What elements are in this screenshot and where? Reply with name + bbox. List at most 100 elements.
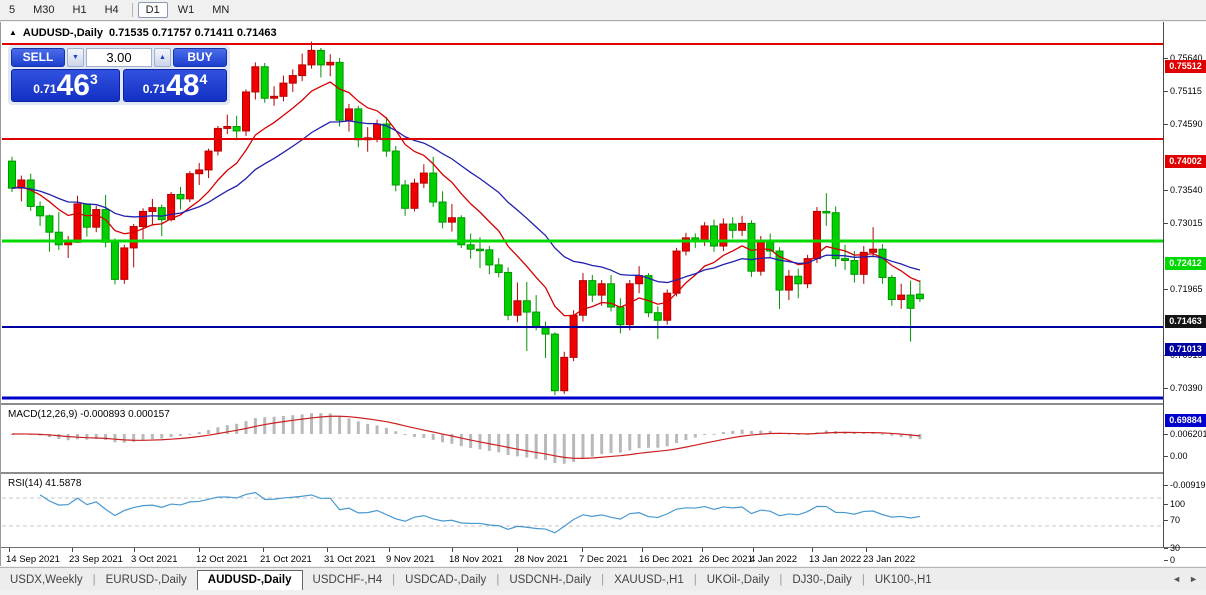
- date-tick-mark: [199, 548, 200, 552]
- timeframe-button-h4[interactable]: H4: [104, 4, 119, 16]
- macd-tick-mark: [1164, 456, 1168, 457]
- tab-divider: |: [496, 574, 500, 586]
- chart-window: ▲ AUDUSD-,Daily 0.71535 0.71757 0.71411 …: [0, 22, 1206, 566]
- tab-divider: |: [601, 574, 605, 586]
- price-tick-label: 0.75115: [1170, 86, 1202, 96]
- date-tick-mark: [812, 548, 813, 552]
- macd-tick-label: 0.006201: [1170, 429, 1206, 439]
- chart-tab-eurusddaily[interactable]: EURUSD-,Daily: [105, 574, 187, 586]
- triangle-up-icon: ▲: [159, 54, 166, 61]
- buy-price-big: 48: [166, 69, 200, 102]
- buy-price-prefix: 0.71: [142, 82, 167, 96]
- macd-tick-label: -0.00919: [1170, 480, 1206, 490]
- chart-ohlc-values: 0.71535 0.71757 0.71411 0.71463: [109, 27, 277, 39]
- price-level-badge: 0.69884: [1165, 414, 1206, 427]
- date-tick-label: 3 Oct 2021: [131, 554, 178, 565]
- date-axis[interactable]: 14 Sep 2021 23 Sep 2021 3 Oct 2021 12 Oct 2…: [1, 547, 1206, 566]
- pane-splitter[interactable]: [1, 472, 1206, 474]
- rsi-tick-label: 0: [1170, 555, 1176, 565]
- chart-tab-xauusdh1[interactable]: XAUUSD-,H1: [614, 574, 684, 586]
- date-tick-label: 13 Jan 2022: [809, 554, 862, 565]
- price-tick-label: 0.73540: [1170, 185, 1203, 195]
- price-axis[interactable]: [1164, 22, 1206, 566]
- price-tick-mark: [1164, 91, 1168, 92]
- date-tick-mark: [753, 548, 754, 552]
- sell-price-pipette: 3: [89, 71, 98, 87]
- timeframe-button-m30[interactable]: M30: [33, 4, 55, 16]
- chart-tab-usdcaddaily[interactable]: USDCAD-,Daily: [405, 574, 487, 586]
- date-tick-mark: [9, 548, 10, 552]
- date-tick-label: 26 Dec 2021: [699, 554, 753, 565]
- buy-price-button[interactable]: 0.71 48 4: [123, 69, 227, 102]
- one-click-trading-panel: SELL ▼ 3.00 ▲ BUY 0.71 46 3 0.71 48 4: [8, 45, 230, 105]
- rsi-tick-label: 30: [1170, 543, 1181, 553]
- date-tick-mark: [642, 548, 643, 552]
- volume-increase-button[interactable]: ▲: [154, 48, 171, 67]
- date-tick-label: 16 Dec 2021: [639, 554, 693, 565]
- date-tick-mark: [866, 548, 867, 552]
- chart-symbol-title: AUDUSD-,Daily: [22, 27, 103, 39]
- macd-pane-canvas[interactable]: [2, 405, 1163, 472]
- date-tick-label: 12 Oct 2021: [196, 554, 248, 565]
- window-bottom-strip: [0, 590, 1206, 595]
- date-tick-label: 4 Jan 2022: [750, 554, 798, 565]
- tab-scroll-left-icon[interactable]: ◄: [1172, 574, 1182, 584]
- sell-price-big: 46: [56, 69, 90, 102]
- chart-tab-usdcnhdaily[interactable]: USDCNH-,Daily: [509, 574, 592, 586]
- date-tick-mark: [517, 548, 518, 552]
- price-tick-label: 0.71965: [1170, 284, 1203, 294]
- timeframe-button-mn[interactable]: MN: [212, 4, 230, 16]
- price-tick-mark: [1164, 223, 1168, 224]
- date-tick-label: 21 Oct 2021: [260, 554, 312, 565]
- price-axis-line: [1163, 22, 1164, 547]
- price-tick-label: 0.73015: [1170, 218, 1203, 228]
- date-tick-mark: [72, 548, 73, 552]
- tab-scroll-right-icon[interactable]: ►: [1189, 574, 1198, 584]
- current-price-badge: 0.71463: [1165, 315, 1206, 328]
- price-level-badge: 0.75512: [1165, 60, 1206, 73]
- volume-input[interactable]: 3.00: [86, 48, 152, 67]
- date-tick-mark: [263, 548, 264, 552]
- chart-tab-dj30daily[interactable]: DJ30-,Daily: [792, 574, 852, 586]
- timeframe-button-h1[interactable]: H1: [72, 4, 87, 16]
- triangle-down-icon: ▼: [72, 54, 79, 61]
- price-level-badge: 0.72412: [1165, 257, 1206, 270]
- rsi-tick-label: 100: [1170, 499, 1186, 509]
- timeframe-button-5[interactable]: 5: [9, 4, 16, 16]
- rsi-tick-label: 70: [1170, 515, 1181, 525]
- price-tick-mark: [1164, 190, 1168, 191]
- sell-price-button[interactable]: 0.71 46 3: [11, 69, 120, 102]
- chart-tab-uk100h1[interactable]: UK100-,H1: [874, 574, 932, 586]
- chart-title-row: ▲ AUDUSD-,Daily 0.71535 0.71757 0.71411 …: [9, 27, 277, 39]
- date-tick-label: 9 Nov 2021: [386, 554, 435, 565]
- volume-decrease-button[interactable]: ▼: [67, 48, 84, 67]
- pane-splitter[interactable]: [1, 403, 1206, 405]
- chart-tab-audusddaily[interactable]: AUDUSD-,Daily: [196, 570, 303, 590]
- price-tick-label: 0.74590: [1170, 119, 1203, 129]
- date-tick-mark: [134, 548, 135, 552]
- date-tick-label: 23 Sep 2021: [69, 554, 123, 565]
- chart-tab-usdxweekly[interactable]: USDX,Weekly: [10, 574, 83, 586]
- date-tick-label: 23 Jan 2022: [863, 554, 916, 565]
- timeframe-button-d1[interactable]: D1: [137, 2, 168, 18]
- date-tick-label: 7 Dec 2021: [579, 554, 628, 565]
- price-level-badge: 0.74002: [1165, 155, 1206, 168]
- tab-divider: |: [392, 574, 396, 586]
- timeframe-button-w1[interactable]: W1: [177, 4, 195, 16]
- rsi-tick-mark: [1164, 520, 1168, 521]
- macd-tick-label: 0.00: [1170, 451, 1188, 461]
- rsi-tick-mark: [1164, 548, 1168, 549]
- tab-divider: |: [861, 574, 865, 586]
- date-tick-label: 14 Sep 2021: [6, 554, 60, 565]
- timeframe-toolbar: 5 M30 H1 H4 D1 W1 MN: [0, 0, 1206, 21]
- date-tick-label: 28 Nov 2021: [514, 554, 568, 565]
- date-tick-mark: [327, 548, 328, 552]
- price-tick-label: 0.70390: [1170, 383, 1203, 393]
- buy-button[interactable]: BUY: [173, 48, 227, 67]
- rsi-pane-canvas[interactable]: [2, 474, 1163, 547]
- collapse-panel-icon[interactable]: ▲: [9, 28, 17, 37]
- macd-tick-mark: [1164, 485, 1168, 486]
- chart-tab-usdchfh4[interactable]: USDCHF-,H4: [312, 574, 383, 586]
- chart-tab-ukoildaily[interactable]: UKOil-,Daily: [706, 574, 770, 586]
- sell-button[interactable]: SELL: [11, 48, 65, 67]
